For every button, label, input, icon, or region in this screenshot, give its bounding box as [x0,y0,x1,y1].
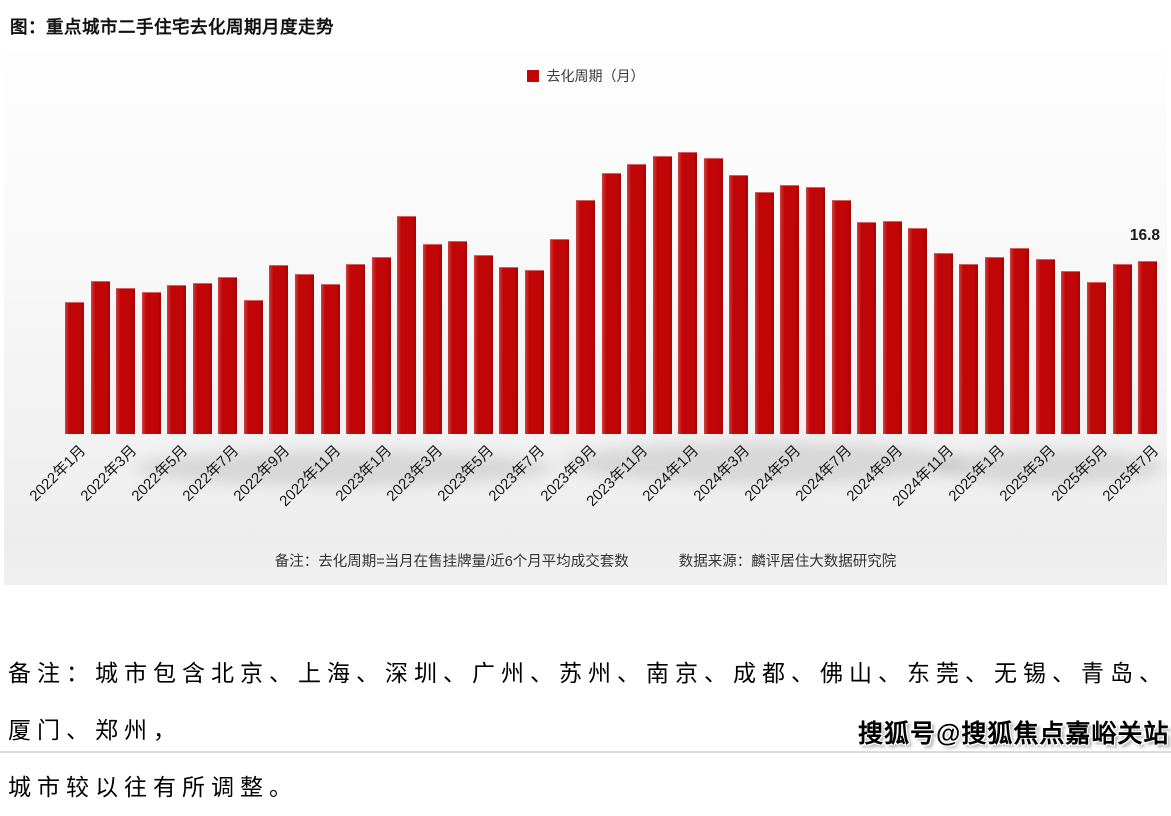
footer-line1: 备注：城市包含北京、上海、深圳、广州、苏州、南京、成都、佛山、东莞、无锡、青岛、… [8,661,1168,743]
note-definition: 备注：去化周期=当月在售挂牌量/近6个月平均成交套数 [274,554,629,570]
bar-2023年12月 [653,156,672,434]
chart-title: 图：重点城市二手住宅去化周期月度走势 [10,17,334,37]
bar-2022年4月 [142,292,161,434]
bar-2025年5月 [1087,282,1106,434]
bar-2023年6月 [499,267,518,434]
bar-2023年3月 [423,244,442,434]
bar-2024年7月 [832,200,851,434]
footer-line2: 城市较以往有所调整。 [8,775,298,800]
watermark: 搜狐号@搜狐焦点嘉峪关站 [858,720,1170,748]
bar-2025年7月 [1138,261,1157,434]
chart-panel: 去化周期（月） 16.8 2022年1月 2022年3月 2022年5月 2022年7… [4,50,1167,585]
bar-2022年9月 [269,265,288,434]
bar-2022年1月 [65,302,84,434]
legend-swatch-icon [526,70,539,82]
bar-shadow-decoration [564,442,964,484]
bar-2024年10月 [908,228,927,434]
bar-2024年3月 [729,175,748,434]
bar-2023年5月 [474,255,493,434]
bar-plot: 16.8 [4,50,1167,585]
bar-2023年11月 [627,164,646,434]
bar-2022年10月 [295,274,314,434]
bar-2025年3月 [1036,259,1055,434]
note-row: 备注：去化周期=当月在售挂牌量/近6个月平均成交套数 数据来源：麟评居住大数据研… [4,550,1167,571]
bar-2024年6月 [806,187,825,434]
bar-shadow-decoration [134,450,554,486]
bar-2023年2月 [397,216,416,434]
legend-label: 去化周期（月） [546,68,645,84]
bar-2022年12月 [346,264,365,434]
bottom-divider [0,751,1171,753]
bar-2023年7月 [525,270,544,434]
bar-2025年4月 [1061,271,1080,434]
bar-2023年10月 [602,173,621,434]
bar-2024年4月 [755,192,774,434]
bar-2023年8月 [550,239,569,434]
bar-2023年9月 [576,200,595,434]
bar-2024年12月 [959,264,978,434]
bar-2022年7月 [218,277,237,434]
bar-2022年8月 [244,300,263,434]
bar-2024年9月 [883,221,902,434]
bar-shadow-decoration [934,450,1164,484]
bar-2024年8月 [857,222,876,434]
bar-2024年2月 [704,158,723,434]
bar-2022年3月 [116,288,135,434]
bar-2023年1月 [372,257,391,434]
bar-2022年11月 [321,284,340,434]
bar-2025年1月 [985,257,1004,434]
bar-2024年5月 [780,185,799,434]
legend: 去化周期（月） [4,66,1167,86]
bar-2024年1月 [678,152,697,434]
last-value-label: 16.8 [1129,227,1160,244]
bar-2022年6月 [193,283,212,434]
bar-2025年2月 [1010,248,1029,434]
bar-2023年4月 [448,241,467,434]
bar-2022年2月 [91,281,110,434]
bar-2025年6月 [1113,264,1132,434]
bar-2022年5月 [167,285,186,434]
note-source: 数据来源：麟评居住大数据研究院 [678,554,897,570]
bar-2024年11月 [934,253,953,434]
